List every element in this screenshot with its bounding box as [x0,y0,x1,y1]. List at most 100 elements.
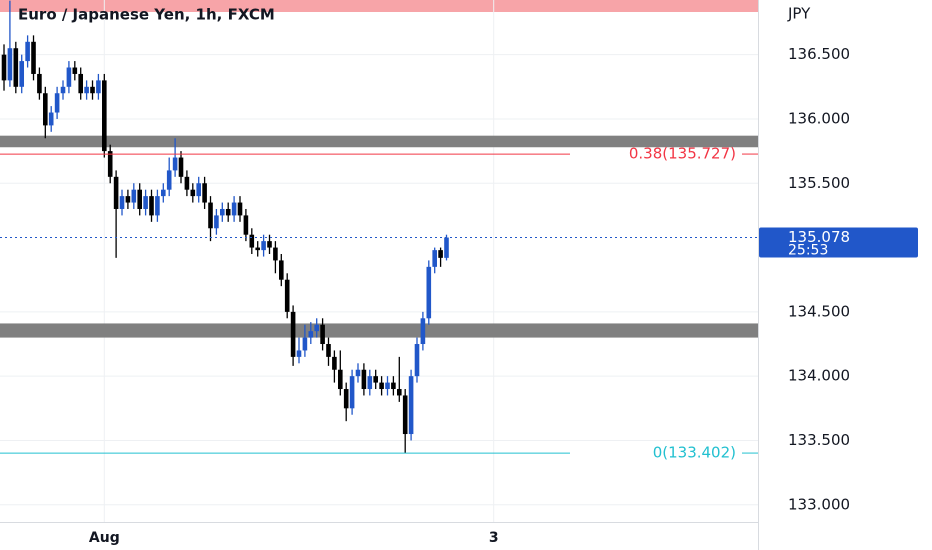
candle-body [214,215,219,229]
candle-body [131,189,137,203]
top-band [0,0,758,12]
candle-body [184,176,190,190]
candle-body [84,86,89,94]
candle-body [231,202,237,216]
candle-body [19,61,25,87]
candle-body [432,250,437,267]
candle-body [143,196,148,209]
candle-body [161,189,166,197]
y-tick-label: 136.500 [788,45,850,63]
candles [1,0,449,454]
candle-body [90,86,95,94]
candle-body [320,324,325,345]
candle-body [302,337,308,351]
candle-body [414,344,420,377]
candle-body [96,80,101,94]
candle-body [408,376,414,435]
candle-body [273,247,278,261]
candle-body [255,247,261,251]
last-price-label: 135.078 [788,228,850,246]
candle-body [60,86,66,94]
candle-body [137,189,143,209]
axis-unit: JPY [787,5,811,23]
candle-body [391,382,396,390]
candle-body [107,151,113,177]
overlay: 0.38(135.727) 0(133.402) [0,145,758,462]
zones [0,135,758,338]
grid [0,0,758,522]
candle-body [7,48,13,81]
candle-body [396,389,402,396]
candle-body [296,350,302,357]
fib-label: 0(133.402) [653,444,736,462]
y-tick-label: 133.500 [788,431,850,449]
candle-body [208,202,213,229]
candle-body [402,395,408,435]
candle-body [172,157,178,171]
candle-body [196,183,202,197]
candle-body [267,241,272,248]
candle-body [426,266,432,319]
candle-body [78,73,84,94]
candle-body [261,241,266,251]
candle-body [367,376,373,390]
candle-body [178,157,184,177]
candle-body [385,382,390,390]
candle-body [379,382,384,390]
candle-body [166,170,172,190]
candle-body [1,54,7,81]
candle-body [220,208,225,216]
candle-body [314,324,319,332]
countdown-label: 25:53 [788,243,828,259]
y-tick-label: 135.500 [788,174,850,192]
zone [0,135,758,148]
candle-body [355,369,361,377]
candle-body [48,112,54,126]
candle-body [249,234,255,248]
candle-body [155,196,160,216]
candle-body [37,73,42,94]
last-price-box [759,227,918,258]
candle-body [31,41,36,74]
candle-body [119,196,125,209]
candle-body [343,389,349,409]
candle-body [72,67,78,74]
candle-body [438,250,443,258]
y-tick-label: 134.000 [788,367,850,385]
y-tick-label: 134.500 [788,302,850,320]
candle-body [43,93,48,126]
x-tick-label: 3 [489,530,499,546]
zone [0,323,758,338]
candle-body [308,331,314,338]
candle-body [13,48,19,87]
candle-body [190,189,196,197]
fib-label: 0.38(135.727) [629,145,736,163]
candle-body [326,344,331,357]
x-tick-label: Aug [89,530,120,546]
candle-body [373,376,378,383]
candle-body [444,237,449,258]
y-tick-label: 133.000 [788,495,850,513]
candle-body [243,215,249,235]
candle-body [290,311,296,357]
candle-body [113,176,119,209]
candle-body [225,208,231,216]
candle-body [149,196,154,216]
candle-body [66,67,72,87]
candle-body [361,369,367,390]
candle-body [349,376,355,409]
candle-body [202,183,207,203]
y-tick-label: 136.000 [788,109,850,127]
candle-body [420,318,426,345]
candle-body [284,279,290,312]
chart-title: Euro / Japanese Yen, 1h, FXCM [18,6,275,24]
candle-body [337,369,343,390]
candle-body [332,356,337,370]
candle-body [25,41,30,62]
candle-body [125,196,131,203]
candle-body [54,93,60,113]
candle-body [102,80,107,152]
candle-body [237,202,243,216]
candle-body [279,260,284,280]
